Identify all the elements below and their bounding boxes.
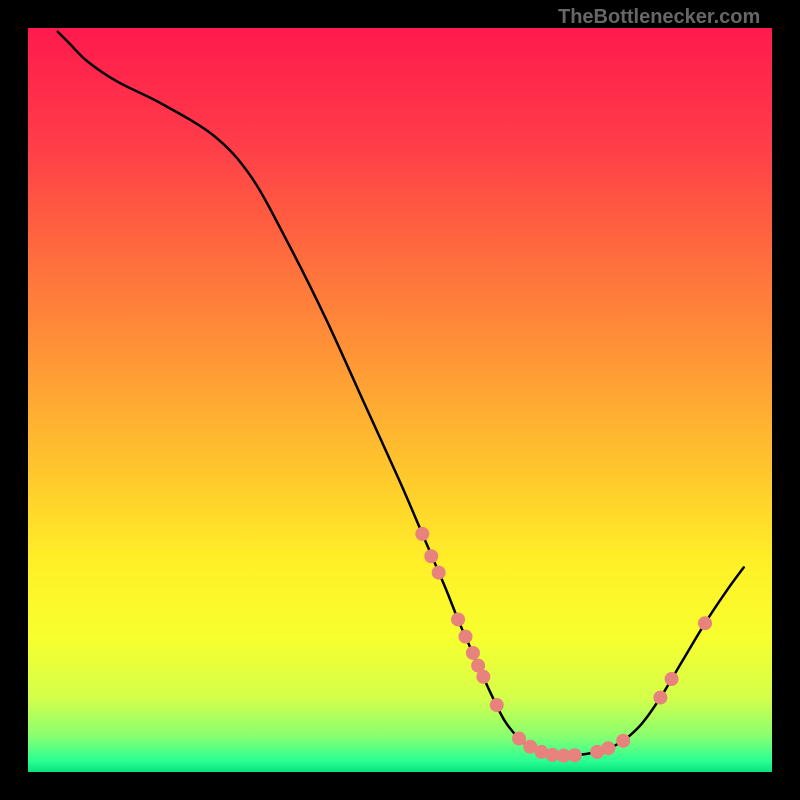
data-marker: [424, 549, 438, 563]
data-marker: [415, 527, 429, 541]
chart-svg: [28, 28, 772, 772]
gradient-background: [28, 28, 772, 772]
data-marker: [698, 616, 712, 630]
data-marker: [432, 566, 446, 580]
data-marker: [458, 630, 472, 644]
plot-area: [28, 28, 772, 772]
data-marker: [616, 734, 630, 748]
data-marker: [601, 741, 615, 755]
data-marker: [665, 672, 679, 686]
data-marker: [476, 670, 490, 684]
data-marker: [653, 691, 667, 705]
watermark-text: TheBottlenecker.com: [558, 6, 760, 29]
data-marker: [451, 612, 465, 626]
data-marker: [466, 646, 480, 660]
data-marker: [512, 732, 526, 746]
data-marker: [490, 698, 504, 712]
data-marker: [568, 748, 582, 762]
